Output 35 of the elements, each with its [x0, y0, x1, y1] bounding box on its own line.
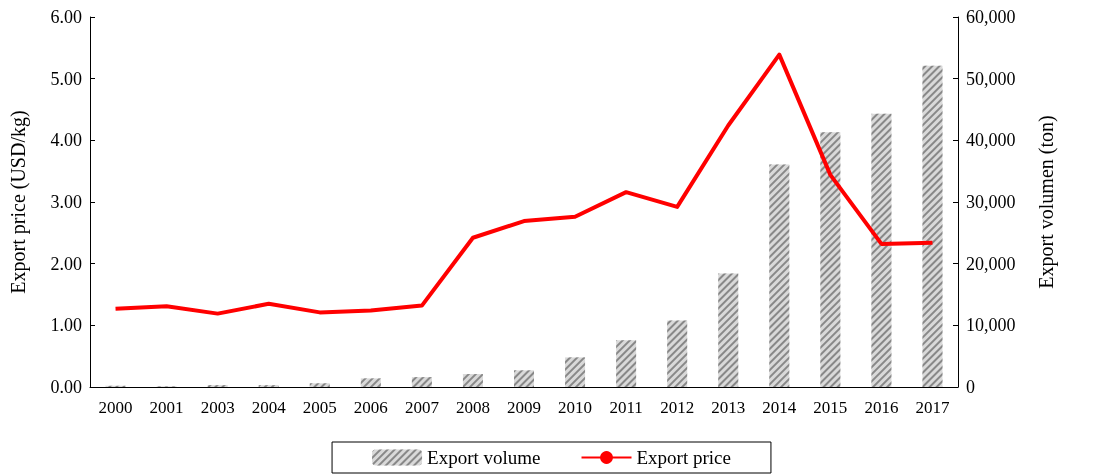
y-tick-label: 3.00 — [50, 192, 82, 212]
y-tick-label: 1.00 — [50, 315, 82, 336]
y2-tick-label: 30,000 — [966, 192, 1016, 212]
y-axis-title: Export price (USD/kg) — [7, 110, 30, 294]
y2-tick-label: 20,000 — [966, 253, 1016, 274]
x-tick-label: 2007 — [404, 398, 440, 417]
x-tick-label: 2008 — [455, 398, 490, 417]
x-tick-label: 2016 — [864, 398, 899, 417]
x-tick-label: 2013 — [711, 398, 746, 417]
x-tick-label: 2015 — [813, 398, 848, 417]
y-tick-label: 5.00 — [50, 68, 82, 89]
y-tick-label: 0.00 — [50, 377, 82, 397]
y-tick-label: 2.00 — [50, 253, 82, 274]
x-tick-label: 2006 — [353, 398, 388, 417]
y2-tick-label: 50,000 — [966, 68, 1016, 89]
x-tick-label: 2010 — [558, 398, 593, 417]
y-tick-label: 6.00 — [50, 7, 82, 27]
legend-label: Export volume — [427, 447, 541, 468]
y2-axis-title: Export volumen (ton) — [1035, 115, 1058, 289]
y2-tick-label: 40,000 — [966, 130, 1016, 151]
x-tick-label: 2009 — [507, 398, 541, 417]
y2-tick-label: 10,000 — [966, 315, 1016, 336]
legend-label: Export price — [636, 447, 731, 468]
x-tick-label: 2004 — [251, 398, 287, 417]
x-tick-label: 2017 — [915, 398, 950, 417]
x-tick-label: 2000 — [98, 398, 133, 417]
x-tick-label: 2014 — [762, 398, 797, 417]
y2-tick-label: 0 — [966, 377, 975, 397]
x-tick-label: 2003 — [200, 398, 235, 417]
y2-tick-label: 60,000 — [966, 7, 1016, 27]
x-tick-label: 2011 — [609, 398, 643, 417]
y-tick-label: 4.00 — [50, 130, 82, 151]
x-tick-label: 2012 — [660, 398, 695, 417]
x-tick-label: 2005 — [302, 398, 337, 417]
x-tick-label: 2001 — [149, 398, 184, 417]
